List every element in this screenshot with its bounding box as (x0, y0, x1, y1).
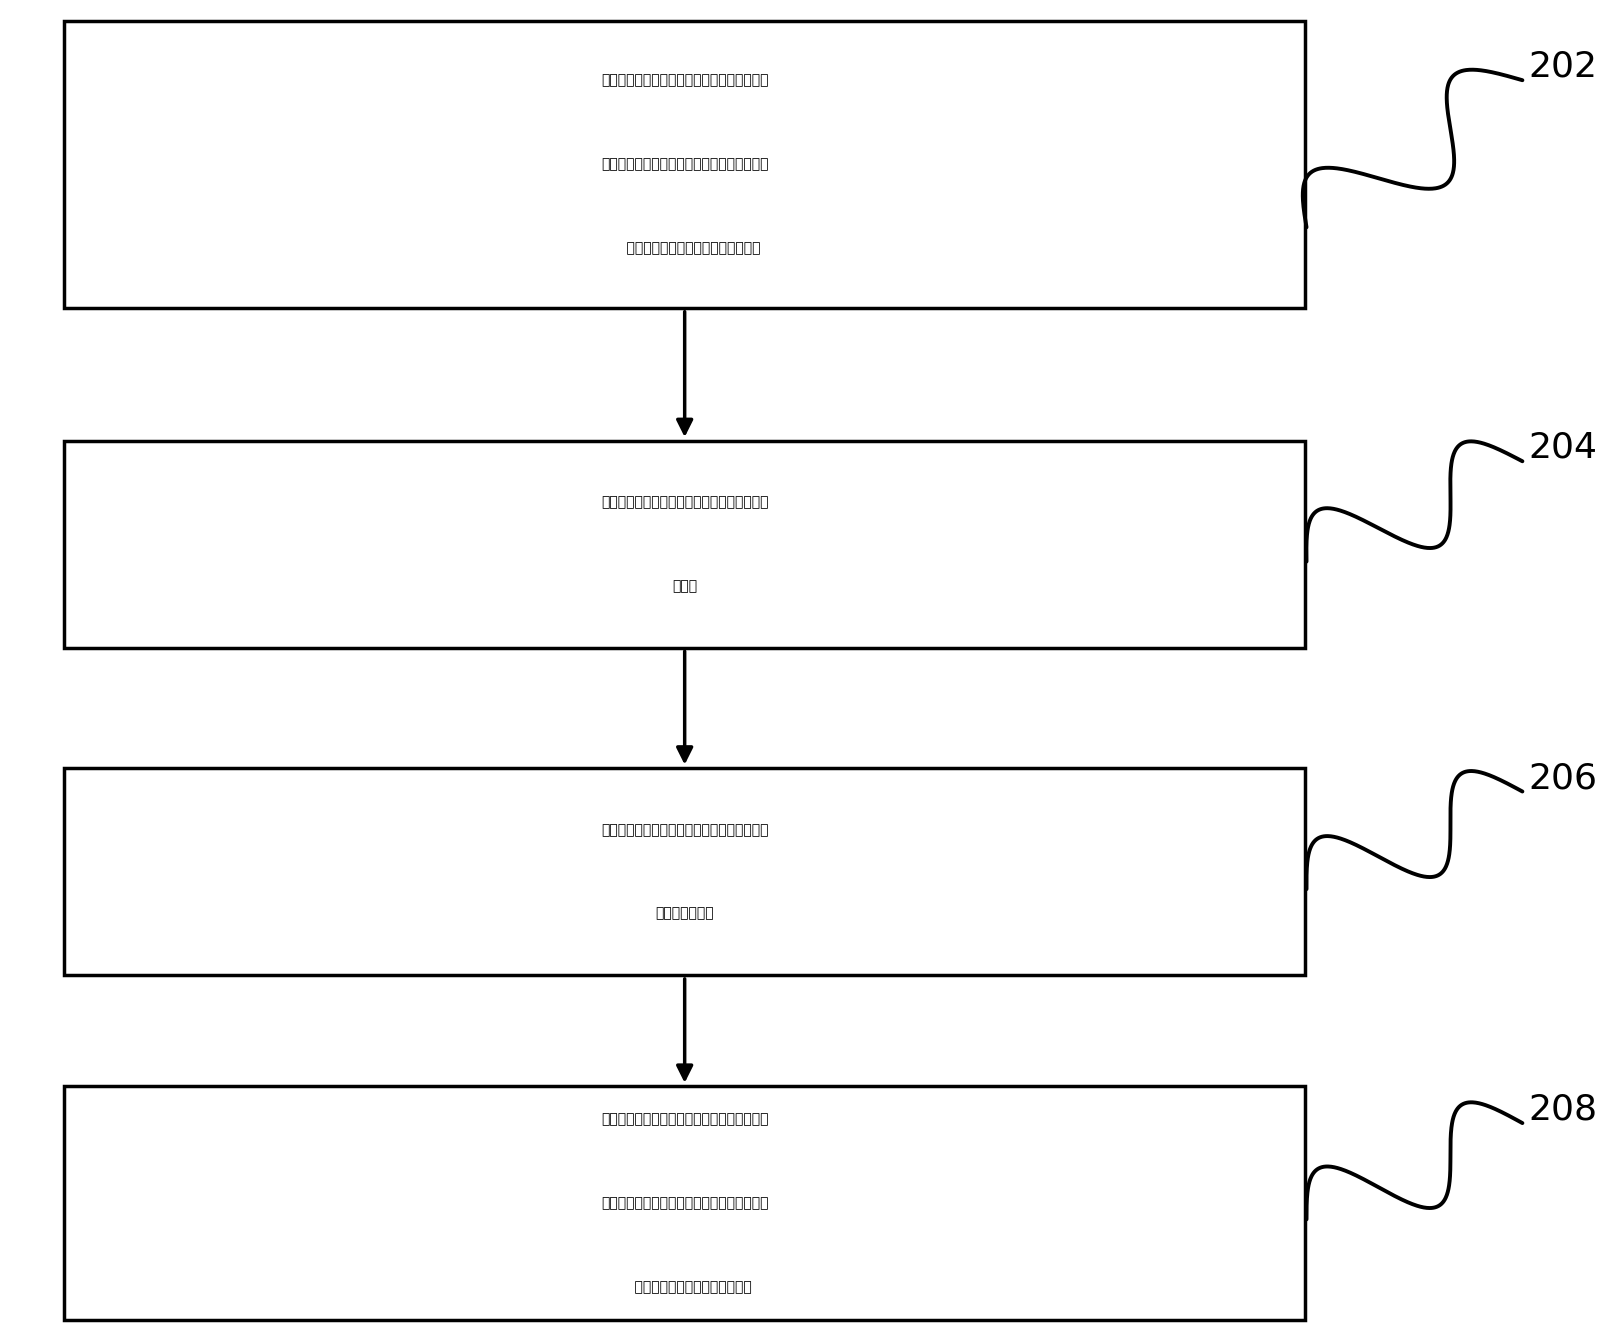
Text: 设时长为第一预设时长的预设整数倍: 设时长为第一预设时长的预设整数倍 (609, 241, 760, 255)
Text: 202: 202 (1529, 49, 1597, 84)
Text: 获取从待验证双方调取各待验证交互数据的调: 获取从待验证双方调取各待验证交互数据的调 (601, 495, 768, 509)
Text: 往第二预设时长内的待验证交互数据；第二预: 往第二预设时长内的待验证交互数据；第二预 (601, 158, 768, 171)
Text: 取状态，从预设的修正规则中匹配到对应的修: 取状态，从预设的修正规则中匹配到对应的修 (601, 1197, 768, 1210)
Text: 取状态: 取状态 (672, 579, 698, 594)
Text: 以第一预设时长为步长，获取待验证双方在过: 以第一预设时长为步长，获取待验证双方在过 (601, 74, 768, 88)
Text: 204: 204 (1529, 431, 1597, 465)
Text: 206: 206 (1529, 761, 1597, 796)
Bar (64, 441, 1305, 648)
Bar (64, 767, 1305, 976)
Text: 根据调取状态，从各待验证交互数据中筛选出: 根据调取状态，从各待验证交互数据中筛选出 (601, 822, 768, 837)
Text: 208: 208 (1529, 1092, 1597, 1127)
Text: 根据从待验证双方调取各待修正交互数据的调: 根据从待验证双方调取各待修正交互数据的调 (601, 1112, 768, 1127)
Text: 正规则，以修正待修正交互数据: 正规则，以修正待修正交互数据 (617, 1280, 752, 1294)
Bar (64, 1086, 1305, 1321)
Bar (64, 21, 1305, 309)
Text: 待修正交互数据: 待修正交互数据 (656, 906, 714, 921)
